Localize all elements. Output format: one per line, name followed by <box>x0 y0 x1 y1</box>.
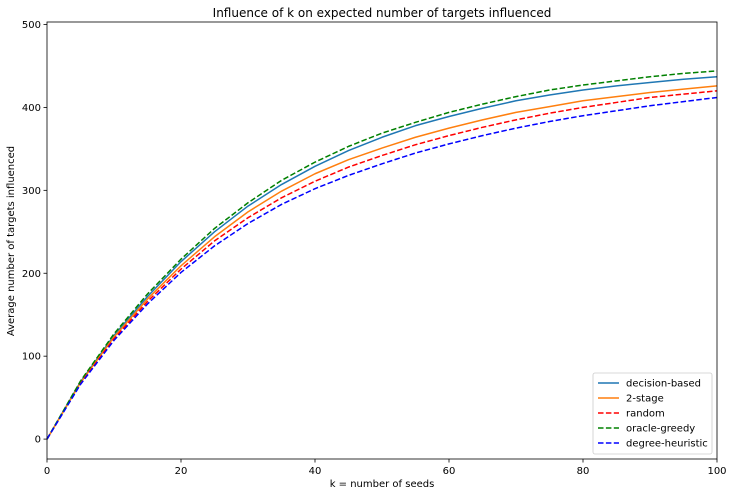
x-tick-label: 0 <box>44 466 50 477</box>
y-tick-label: 0 <box>35 435 41 446</box>
series-line-random <box>46 90 718 440</box>
x-tick-label: 100 <box>707 466 726 477</box>
x-tick-label: 40 <box>309 466 322 477</box>
legend: decision-based 2-stage random oracle-greedy… <box>592 372 713 455</box>
plot-area <box>46 21 718 460</box>
plot-frame <box>46 21 718 460</box>
x-tick-label: 60 <box>443 466 456 477</box>
series-line-degree-heuristic <box>46 96 718 440</box>
y-tick-label: 500 <box>22 20 41 31</box>
y-tick-label: 200 <box>22 269 41 280</box>
x-axis-label: k = number of seeds <box>330 479 435 490</box>
legend-label: decision-based <box>626 379 701 390</box>
y-tick-label: 400 <box>22 103 41 114</box>
series-line-oracle-greedy <box>46 70 718 440</box>
chart-title: Influence of k on expected number of tar… <box>213 6 552 20</box>
legend-label: oracle-greedy <box>626 424 695 435</box>
legend-box <box>592 372 713 455</box>
y-tick-label: 300 <box>22 186 41 197</box>
x-tick-label: 80 <box>577 466 590 477</box>
y-axis-label: Average number of targets influenced <box>6 146 17 336</box>
axis-ticks: 0 20 40 60 80 100 0 100 200 300 400 500 <box>22 20 727 477</box>
series-line-2-stage <box>46 85 718 440</box>
x-tick-label: 20 <box>175 466 188 477</box>
legend-label: random <box>626 409 665 420</box>
legend-label: 2-stage <box>626 394 664 405</box>
series-line-decision-based <box>46 75 718 440</box>
legend-label: degree-heuristic <box>626 439 708 450</box>
y-tick-label: 100 <box>22 352 41 363</box>
